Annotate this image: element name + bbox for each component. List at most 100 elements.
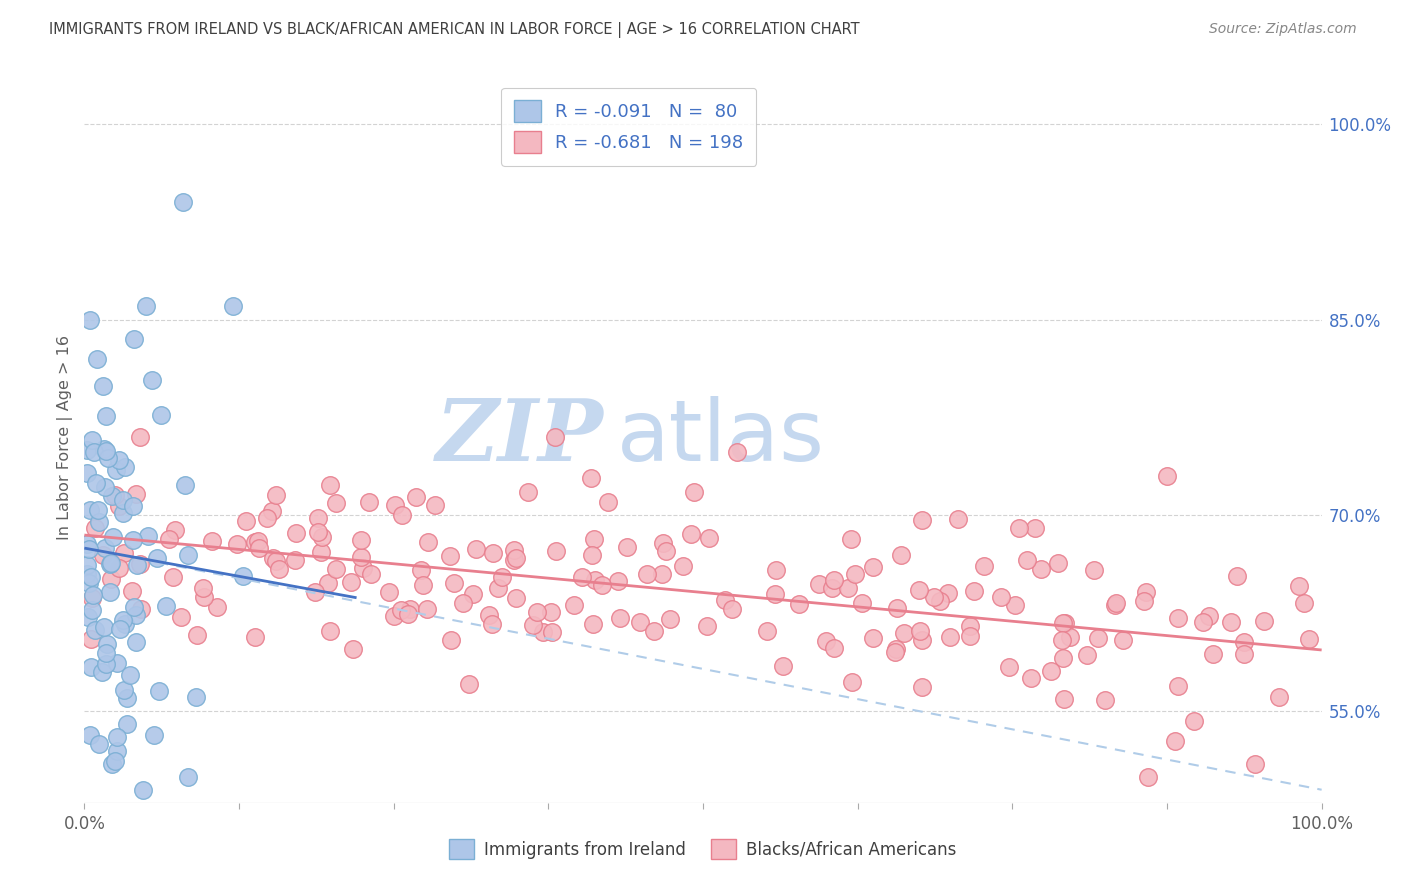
Point bbox=[491, 570, 513, 584]
Point bbox=[94, 444, 117, 458]
Point bbox=[260, 503, 283, 517]
Point bbox=[423, 498, 446, 512]
Point bbox=[883, 645, 905, 659]
Point bbox=[391, 508, 413, 522]
Point bbox=[1253, 614, 1275, 628]
Point bbox=[922, 590, 945, 604]
Point bbox=[103, 530, 125, 544]
Point bbox=[911, 513, 934, 527]
Point bbox=[405, 491, 427, 505]
Point bbox=[360, 567, 382, 582]
Point bbox=[122, 332, 145, 346]
Point bbox=[86, 351, 108, 366]
Point bbox=[616, 540, 638, 554]
Point bbox=[132, 782, 155, 797]
Point bbox=[787, 598, 810, 612]
Point bbox=[84, 624, 107, 638]
Point bbox=[207, 600, 229, 615]
Point bbox=[1164, 733, 1187, 747]
Point bbox=[91, 665, 114, 679]
Point bbox=[76, 610, 98, 624]
Point bbox=[267, 562, 290, 576]
Point bbox=[112, 682, 135, 697]
Point bbox=[598, 494, 620, 508]
Point bbox=[463, 587, 485, 601]
Point bbox=[193, 591, 215, 605]
Point bbox=[285, 525, 308, 540]
Point bbox=[1052, 651, 1074, 665]
Point bbox=[682, 484, 704, 499]
Point bbox=[1112, 633, 1135, 648]
Point bbox=[235, 515, 257, 529]
Point bbox=[911, 680, 934, 694]
Point bbox=[201, 534, 224, 549]
Point bbox=[87, 503, 110, 517]
Point bbox=[571, 570, 593, 584]
Point bbox=[1156, 469, 1178, 483]
Point bbox=[973, 559, 995, 574]
Point bbox=[630, 615, 652, 630]
Point bbox=[1167, 611, 1189, 625]
Point bbox=[451, 596, 474, 610]
Point bbox=[990, 590, 1012, 604]
Point bbox=[121, 584, 143, 599]
Point bbox=[409, 563, 432, 577]
Point bbox=[82, 603, 104, 617]
Point bbox=[94, 657, 117, 672]
Point bbox=[186, 628, 208, 642]
Point bbox=[1039, 664, 1062, 678]
Point bbox=[342, 642, 364, 657]
Point bbox=[651, 536, 673, 550]
Point bbox=[112, 506, 135, 520]
Point bbox=[108, 500, 131, 514]
Point bbox=[1094, 693, 1116, 707]
Point bbox=[118, 667, 141, 681]
Point bbox=[540, 605, 562, 619]
Point bbox=[531, 625, 554, 640]
Point bbox=[225, 537, 247, 551]
Point bbox=[439, 549, 461, 564]
Point bbox=[107, 657, 129, 671]
Point bbox=[112, 492, 135, 507]
Point bbox=[76, 442, 98, 457]
Point bbox=[522, 618, 544, 632]
Point bbox=[84, 476, 107, 491]
Point bbox=[502, 552, 524, 566]
Point bbox=[502, 542, 524, 557]
Point bbox=[591, 577, 613, 591]
Point bbox=[114, 616, 136, 631]
Point bbox=[526, 605, 548, 619]
Point bbox=[114, 459, 136, 474]
Point bbox=[696, 618, 718, 632]
Point bbox=[101, 489, 124, 503]
Point bbox=[76, 558, 98, 573]
Point bbox=[309, 544, 332, 558]
Point bbox=[1015, 553, 1038, 567]
Point bbox=[697, 531, 720, 545]
Point bbox=[325, 562, 347, 576]
Point bbox=[83, 445, 105, 459]
Point bbox=[1053, 692, 1076, 706]
Point bbox=[79, 728, 101, 742]
Point bbox=[908, 624, 931, 638]
Point bbox=[176, 770, 198, 784]
Point bbox=[1083, 563, 1105, 577]
Point bbox=[862, 632, 884, 646]
Point bbox=[129, 430, 152, 444]
Point bbox=[94, 480, 117, 494]
Point bbox=[772, 658, 794, 673]
Point bbox=[755, 624, 778, 639]
Text: ZIP: ZIP bbox=[436, 395, 605, 479]
Point bbox=[232, 568, 254, 582]
Point bbox=[87, 737, 110, 751]
Point bbox=[583, 573, 606, 587]
Point bbox=[837, 581, 859, 595]
Point bbox=[127, 558, 149, 572]
Point bbox=[243, 630, 266, 644]
Point bbox=[340, 575, 363, 590]
Point bbox=[93, 442, 115, 456]
Point bbox=[814, 633, 837, 648]
Point bbox=[482, 546, 505, 560]
Point bbox=[1198, 609, 1220, 624]
Point bbox=[256, 510, 278, 524]
